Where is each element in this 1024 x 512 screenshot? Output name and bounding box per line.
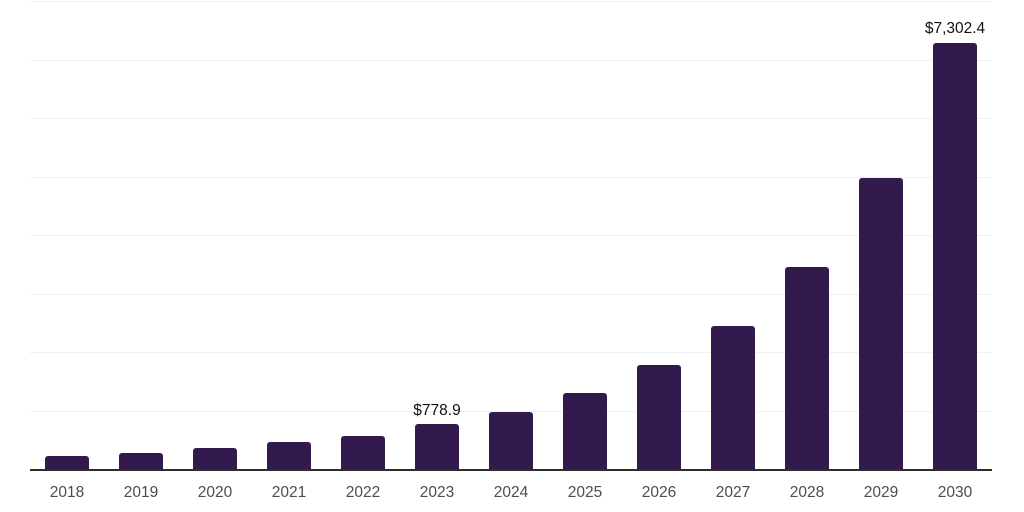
- x-tick-label-2019: 2019: [123, 484, 159, 501]
- bar-2025: [563, 392, 607, 470]
- gridline-1000: [30, 410, 992, 412]
- gridline-8000: [30, 1, 992, 2]
- x-axis-labels: 2018 2019 2020 2021 2022 2023 2024 2025 2026 2027…: [30, 484, 992, 504]
- x-axis-line: [30, 469, 992, 471]
- x-tick-label-2027: 2027: [715, 484, 751, 501]
- x-tick-label-2028: 2028: [789, 484, 825, 501]
- x-tick-label-2029: 2029: [863, 484, 899, 501]
- bar-2030: [933, 42, 977, 470]
- bar-2020: [193, 447, 237, 470]
- gridline-2000: [30, 352, 992, 353]
- x-tick-label-2023: 2023: [419, 484, 455, 501]
- x-tick-label-2020: 2020: [197, 484, 233, 501]
- bar-2018: [45, 455, 89, 470]
- plot-area: $778.9 $7,302.4: [30, 1, 992, 470]
- gridline-3000: [30, 293, 992, 295]
- x-tick-label-2025: 2025: [567, 484, 603, 501]
- bar-2024: [489, 411, 533, 470]
- gridline-7000: [30, 59, 992, 61]
- data-label-2030: $7,302.4: [924, 20, 986, 38]
- gridline-6000: [30, 118, 992, 119]
- bar-2028: [785, 267, 829, 470]
- x-tick-label-2021: 2021: [271, 484, 307, 501]
- bar-2021: [267, 442, 311, 470]
- x-tick-label-2022: 2022: [345, 484, 381, 501]
- bar-2023: [415, 424, 459, 470]
- x-tick-label-2018: 2018: [49, 484, 85, 501]
- x-tick-label-2030: 2030: [937, 484, 973, 501]
- data-label-2023: $778.9: [413, 401, 461, 419]
- bar-2022: [341, 435, 385, 470]
- bar-2029: [859, 178, 903, 470]
- x-tick-label-2024: 2024: [493, 484, 529, 501]
- x-tick-label-2026: 2026: [641, 484, 677, 501]
- gridline-5000: [30, 176, 992, 178]
- gridline-4000: [30, 235, 992, 236]
- bar-2027: [711, 325, 755, 470]
- bar-2026: [637, 365, 681, 470]
- bar-2019: [119, 452, 163, 470]
